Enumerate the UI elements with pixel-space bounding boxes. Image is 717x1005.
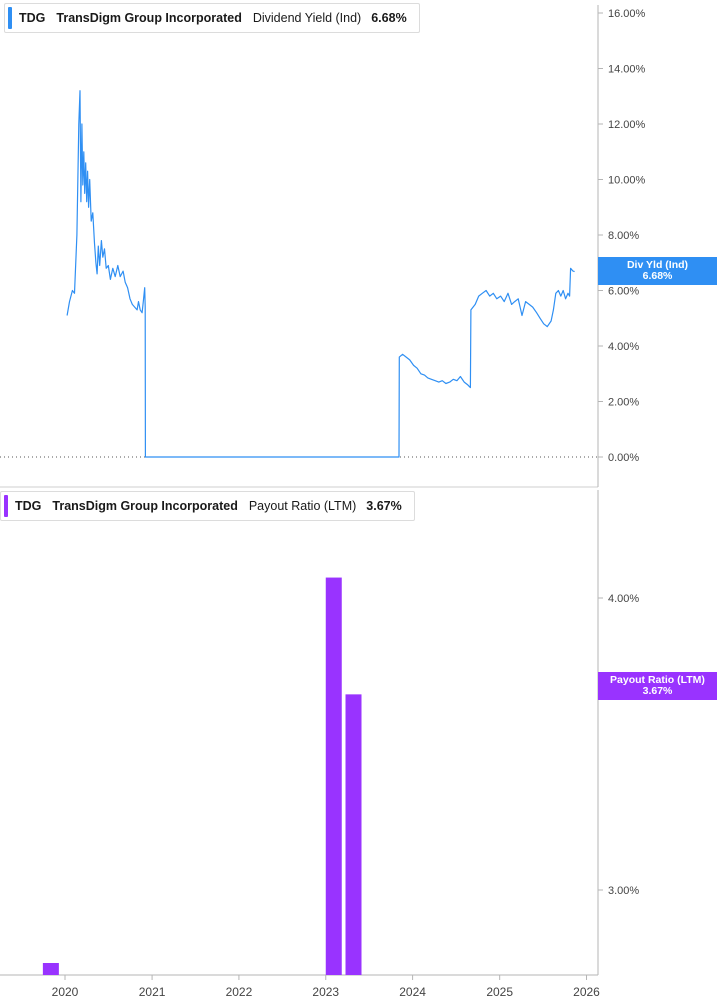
legend-metric: Dividend Yield (Ind) bbox=[252, 11, 362, 25]
top-legend: TDG TransDigm Group Incorporated Dividen… bbox=[4, 3, 420, 33]
legend-value: 6.68% bbox=[371, 11, 407, 25]
payout-ratio-bar bbox=[325, 577, 342, 975]
y-tick-label: 8.00% bbox=[608, 230, 639, 242]
x-tick-label: 2026 bbox=[573, 985, 600, 999]
payout-ratio-flag: Payout Ratio (LTM) 3.67% bbox=[598, 672, 717, 700]
y-tick-label: 10.00% bbox=[608, 175, 646, 187]
payout-ratio-swatch bbox=[4, 495, 8, 517]
y-tick-label: 14.00% bbox=[608, 64, 646, 76]
y-tick-label: 4.00% bbox=[608, 593, 639, 605]
bottom-legend: TDG TransDigm Group Incorporated Payout … bbox=[0, 491, 415, 521]
y-tick-label: 4.00% bbox=[608, 341, 639, 353]
y-tick-label: 12.00% bbox=[608, 119, 646, 131]
flag-label: Payout Ratio (LTM) bbox=[610, 674, 705, 686]
x-tick-label: 2021 bbox=[139, 985, 166, 999]
y-tick-label: 16.00% bbox=[608, 8, 646, 20]
payout-ratio-bar bbox=[345, 694, 362, 975]
y-tick-label: 0.00% bbox=[608, 452, 639, 464]
legend-company: TransDigm Group Incorporated bbox=[56, 11, 242, 25]
x-tick-label: 2023 bbox=[312, 985, 339, 999]
legend-metric: Payout Ratio (LTM) bbox=[248, 499, 357, 513]
legend-value: 3.67% bbox=[366, 499, 402, 513]
dividend-yield-series-line bbox=[66, 90, 575, 458]
x-tick-label: 2022 bbox=[226, 985, 253, 999]
x-tick-label: 2020 bbox=[52, 985, 79, 999]
flag-value: 3.67% bbox=[642, 685, 673, 697]
y-tick-label: 6.00% bbox=[608, 286, 639, 298]
x-tick-label: 2025 bbox=[486, 985, 513, 999]
payout-ratio-bar bbox=[42, 963, 59, 975]
y-tick-label: 2.00% bbox=[608, 397, 639, 409]
legend-ticker: TDG bbox=[15, 499, 42, 513]
y-tick-label: 3.00% bbox=[608, 885, 639, 897]
dividend-yield-flag: Div Yld (Ind) 6.68% bbox=[598, 257, 717, 285]
dividend-yield-swatch bbox=[8, 7, 12, 29]
legend-company: TransDigm Group Incorporated bbox=[52, 499, 238, 513]
x-tick-label: 2024 bbox=[399, 985, 426, 999]
flag-label: Div Yld (Ind) bbox=[626, 259, 689, 271]
legend-ticker: TDG bbox=[19, 11, 46, 25]
flag-value: 6.68% bbox=[642, 270, 673, 282]
